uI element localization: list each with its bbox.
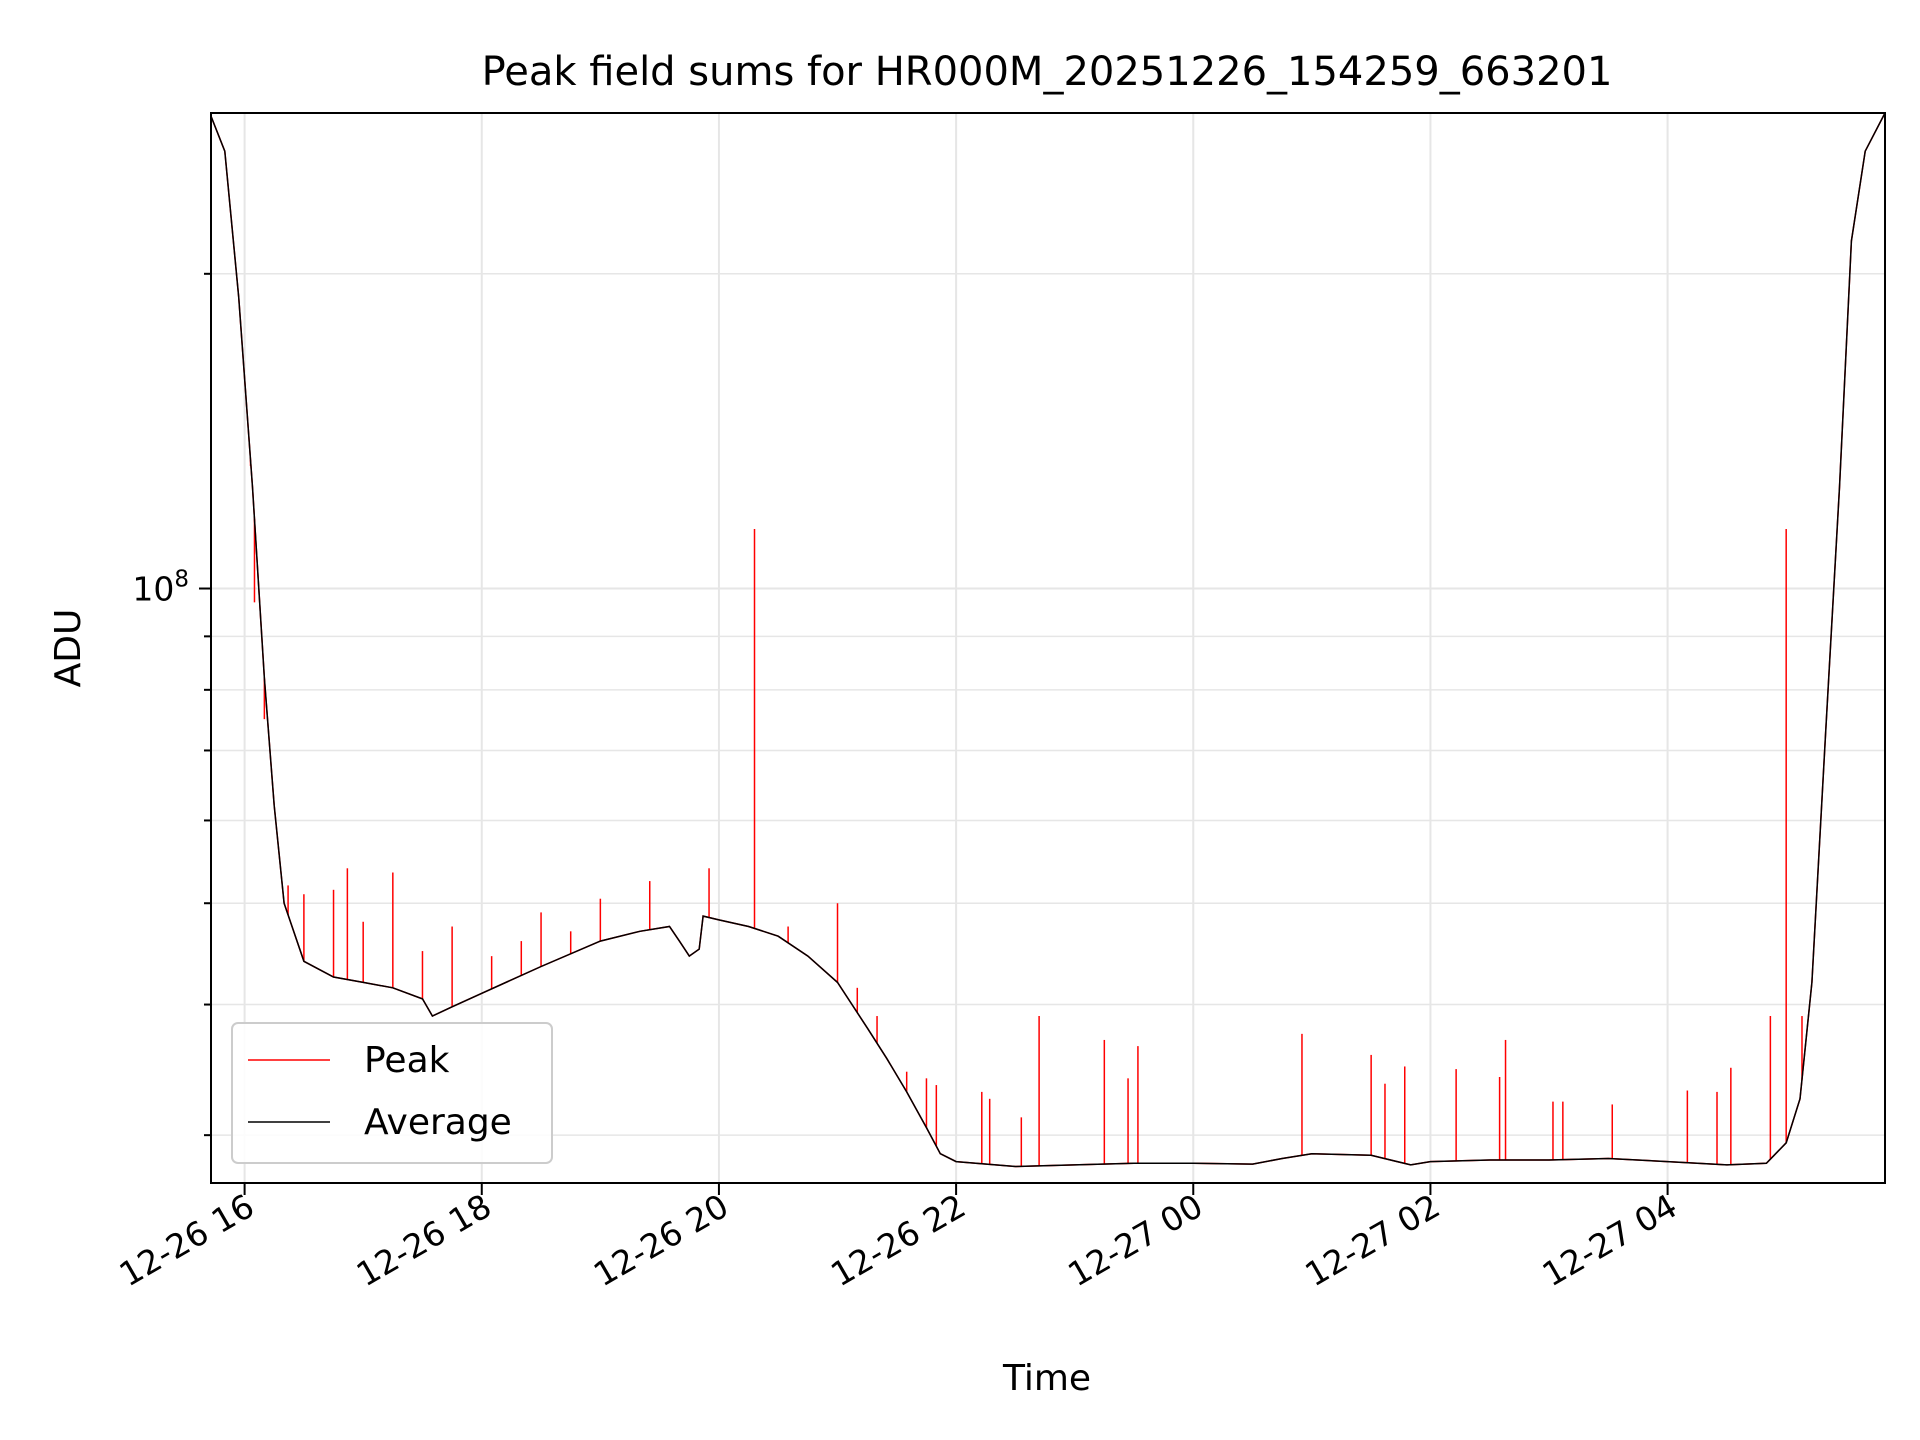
- legend-peak-label: Peak: [364, 1040, 450, 1081]
- plot-frame: [210, 112, 1886, 1184]
- grid: [211, 113, 1885, 1183]
- x-tick-label: 12-27 04: [1536, 1186, 1684, 1294]
- peak-line: [210, 112, 1886, 1168]
- x-tick-label: 12-27 02: [1298, 1186, 1446, 1294]
- x-tick-label: 12-26 16: [113, 1186, 261, 1294]
- x-tick-label: 12-27 00: [1061, 1186, 1209, 1294]
- y-tick-label: 108: [132, 567, 189, 609]
- x-axis-label: Time: [1002, 1358, 1091, 1399]
- series-peak: [210, 112, 1886, 1168]
- y-axis-label: ADU: [48, 609, 89, 688]
- x-tick-label: 12-26 22: [824, 1186, 972, 1294]
- legend-average-label: Average: [364, 1102, 512, 1143]
- x-tick-label: 12-26 18: [350, 1186, 498, 1294]
- chart-title: Peak field sums for HR000M_20251226_1542…: [482, 49, 1613, 95]
- x-tick-label: 12-26 20: [587, 1186, 735, 1294]
- x-axis: 12-26 16 12-26 18 12-26 20 12-26 22 12-27 00…: [113, 1183, 1684, 1294]
- legend: Peak Average: [231, 1022, 553, 1164]
- y-axis: 108: [132, 272, 211, 1137]
- legend-box: [231, 1022, 553, 1164]
- series-average: [210, 112, 1886, 1168]
- average-line: [210, 112, 1886, 1168]
